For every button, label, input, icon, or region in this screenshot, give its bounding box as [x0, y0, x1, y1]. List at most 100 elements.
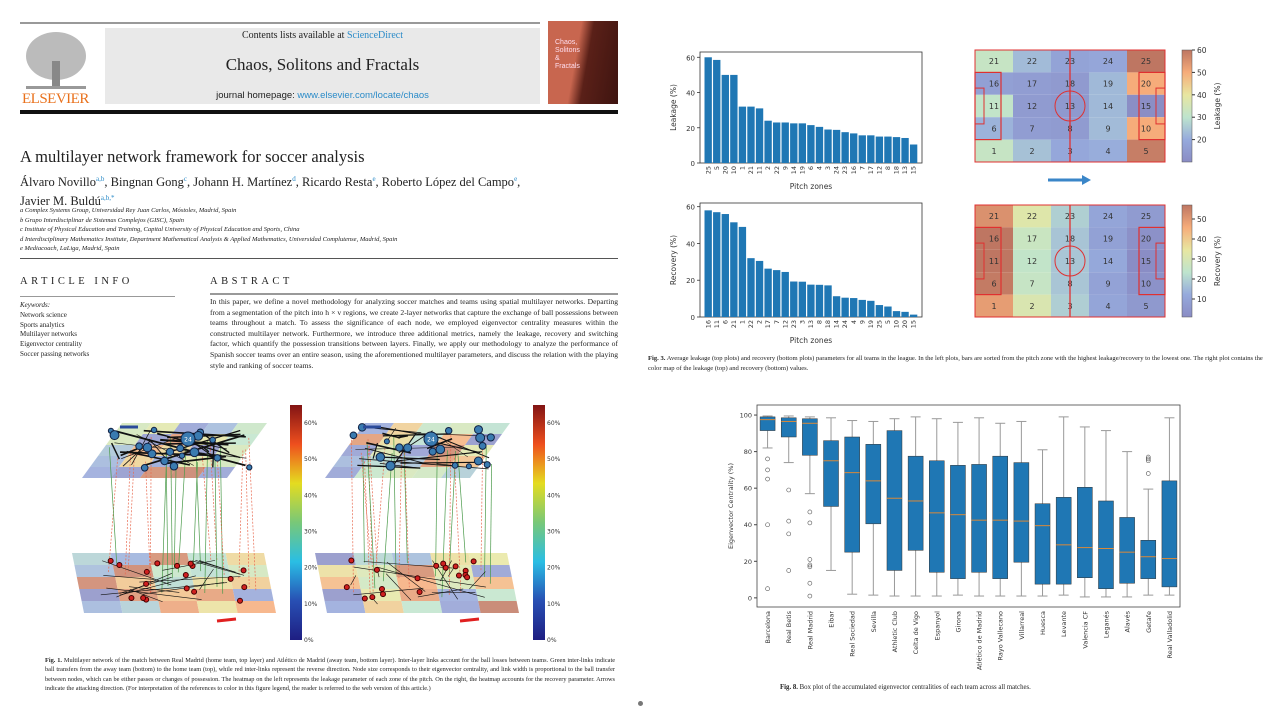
- inter-layer-link: [245, 449, 250, 588]
- top-node: [147, 449, 157, 459]
- cover-title: Chaos, Solitons & Fractals: [555, 39, 580, 70]
- header-divider: [20, 110, 618, 114]
- x-tick-label: 18: [824, 320, 832, 328]
- inter-layer-link: [398, 446, 403, 579]
- bar: [875, 136, 884, 163]
- outlier-point: [807, 509, 813, 515]
- passing-link: [142, 582, 224, 595]
- sciencedirect-link[interactable]: ScienceDirect: [346, 30, 404, 41]
- outlier-point: [1145, 454, 1151, 460]
- passing-link: [374, 427, 422, 434]
- bar: [901, 137, 909, 163]
- x-tick-label: 23: [841, 166, 849, 174]
- affiliation: e Mediacoach, LaLiga, Madrid, Spain: [20, 245, 120, 253]
- passing-link: [445, 441, 469, 458]
- bottom-node: [470, 558, 477, 565]
- outlier-point: [807, 580, 813, 586]
- inter-layer-link: [448, 435, 452, 595]
- x-tick-label: 24: [833, 166, 841, 174]
- x-axis-label: Pitch zones: [790, 336, 833, 345]
- colorbar-tick-label: 60%: [547, 420, 561, 427]
- y-tick-label: 20: [686, 125, 695, 133]
- bar: [747, 258, 755, 317]
- x-tick-label: 24: [841, 320, 849, 328]
- x-tick-label: 8: [816, 320, 824, 324]
- homepage-link[interactable]: www.elsevier.com/locate/chaos: [297, 90, 429, 101]
- inter-layer-link: [364, 461, 371, 596]
- colorbar-tick-label: 20: [1197, 136, 1207, 145]
- journal-name: Chaos, Solitons and Fractals: [225, 55, 420, 74]
- bar: [738, 106, 747, 163]
- x-tick-label: 9: [781, 166, 789, 170]
- article-title: A multilayer network framework for socce…: [20, 147, 365, 166]
- bar: [755, 260, 764, 317]
- box: [950, 465, 966, 579]
- bar: [909, 144, 918, 163]
- plane-cell: [225, 553, 267, 565]
- plane-cell: [322, 589, 363, 601]
- divider: [210, 293, 618, 295]
- y-tick-label: 80: [744, 448, 752, 456]
- inter-layer-link: [403, 444, 408, 564]
- top-node: [486, 433, 495, 442]
- box-0: Barcelona: [759, 415, 776, 643]
- colorbar-tick-label: 40: [1197, 235, 1207, 244]
- x-tick-label: Barcelona: [764, 611, 772, 643]
- bar: [730, 222, 738, 317]
- colorbar-tick-label: 50: [1197, 215, 1207, 224]
- inter-layer-link: [214, 458, 218, 587]
- box-14: Levante: [1055, 416, 1072, 637]
- plane-cell: [110, 553, 152, 565]
- bar: [772, 122, 781, 163]
- x-tick-label: Celta de Vigo: [912, 611, 920, 654]
- heatmap-cell: [1089, 272, 1127, 295]
- colorbar-tick-label: 20: [1197, 275, 1207, 284]
- top-node: [135, 442, 143, 451]
- box-7: Celta de Vigo: [907, 416, 924, 654]
- journal-cover: Chaos, Solitons & Fractals: [548, 21, 618, 104]
- plane-cell: [230, 577, 272, 589]
- box: [992, 455, 1008, 579]
- inter-layer-link: [127, 457, 135, 574]
- bar: [713, 212, 721, 317]
- bar: [815, 126, 824, 163]
- plane-cell: [151, 565, 192, 577]
- passing-link: [119, 575, 196, 596]
- fig1-multilayer-network: 24 0% 10% 20% 30% 40% 50% 60% 24 0% 10% 20% 30% 40% 50…: [72, 405, 561, 644]
- x-tick-label: 5: [884, 320, 892, 324]
- y-tick-label: 0: [691, 160, 695, 168]
- x-tick-label: 21: [747, 166, 755, 174]
- top-node: [213, 454, 222, 462]
- bar: [747, 106, 755, 163]
- x-tick-label: 19: [798, 166, 806, 174]
- abstract-heading: ABSTRACT: [210, 276, 293, 287]
- bottom-node: [143, 568, 150, 575]
- box: [802, 418, 818, 456]
- bar: [798, 123, 807, 163]
- attack-direction-arrow: [216, 617, 237, 623]
- plane-cell: [201, 423, 238, 434]
- attack-direction-arrow: [459, 617, 480, 623]
- heatmap-cell: [1013, 139, 1051, 162]
- heatmap-cell: [1013, 227, 1051, 250]
- abstract-text: In this paper, we define a novel methodo…: [210, 297, 618, 370]
- box-9: Girona: [950, 421, 966, 632]
- colorbar-tick-label: 50: [1197, 68, 1207, 77]
- bar: [738, 226, 747, 317]
- plane-cell: [430, 553, 471, 565]
- zone-label: 21: [989, 212, 999, 221]
- fig8-label: Fig. 8.: [780, 684, 798, 691]
- page-indicator[interactable]: [638, 701, 643, 706]
- plane-cell: [349, 434, 386, 445]
- outlier-point: [765, 456, 770, 462]
- top-node: [160, 456, 169, 466]
- bottom-node: [154, 560, 161, 567]
- plane-cell: [415, 423, 452, 434]
- divider: [20, 296, 175, 297]
- inter-layer-link: [367, 439, 374, 594]
- bar: [790, 123, 798, 163]
- inter-layer-link: [368, 442, 378, 562]
- box: [759, 416, 776, 431]
- outlier-point: [765, 586, 770, 592]
- bottom-node: [174, 562, 181, 569]
